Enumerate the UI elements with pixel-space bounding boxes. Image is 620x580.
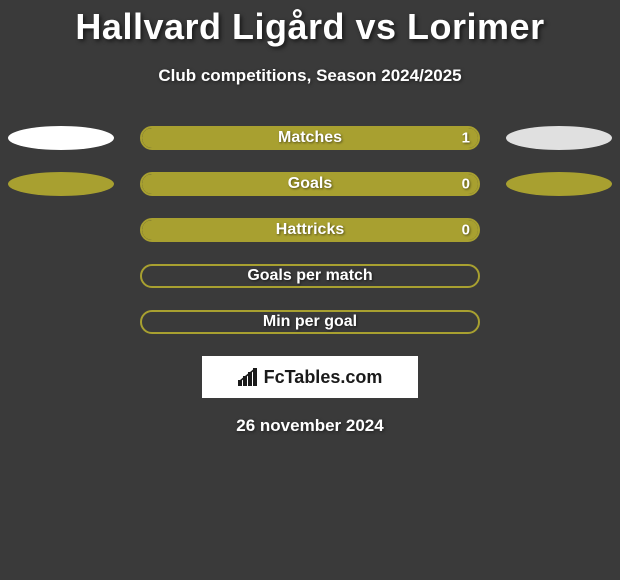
comparison-widget: Hallvard Ligård vs Lorimer Club competit… (0, 0, 620, 436)
ellipse-spacer (506, 310, 612, 334)
date-label: 26 november 2024 (0, 416, 620, 436)
pill-label: Matches (278, 129, 342, 147)
pill-label: Goals (288, 175, 332, 193)
pill-value: 1 (462, 130, 470, 147)
subtitle: Club competitions, Season 2024/2025 (0, 66, 620, 86)
stat-pill: Goals 0 (140, 172, 480, 196)
left-ellipse (8, 172, 114, 196)
stat-row: Matches 1 (0, 126, 620, 150)
stat-pill: Min per goal (140, 310, 480, 334)
ellipse-spacer (506, 264, 612, 288)
left-ellipse (8, 126, 114, 150)
page-title: Hallvard Ligård vs Lorimer (0, 6, 620, 48)
ellipse-spacer (8, 218, 114, 242)
stat-row: Goals 0 (0, 172, 620, 196)
stat-row: Min per goal (0, 310, 620, 334)
stat-row: Hattricks 0 (0, 218, 620, 242)
brand-box[interactable]: FcTables.com (202, 356, 418, 398)
right-ellipse (506, 172, 612, 196)
pill-value: 0 (462, 176, 470, 193)
stat-rows: Matches 1 Goals 0 Hattricks 0 Goals per match M… (0, 126, 620, 334)
stat-pill: Matches 1 (140, 126, 480, 150)
pill-label: Hattricks (276, 221, 344, 239)
stat-pill: Hattricks 0 (140, 218, 480, 242)
ellipse-spacer (506, 218, 612, 242)
pill-value: 0 (462, 222, 470, 239)
stat-row: Goals per match (0, 264, 620, 288)
pill-label: Goals per match (247, 267, 372, 285)
ellipse-spacer (8, 264, 114, 288)
brand-bars-icon (238, 368, 260, 386)
pill-label: Min per goal (263, 313, 357, 331)
ellipse-spacer (8, 310, 114, 334)
right-ellipse (506, 126, 612, 150)
brand-label: FcTables.com (264, 367, 383, 388)
stat-pill: Goals per match (140, 264, 480, 288)
